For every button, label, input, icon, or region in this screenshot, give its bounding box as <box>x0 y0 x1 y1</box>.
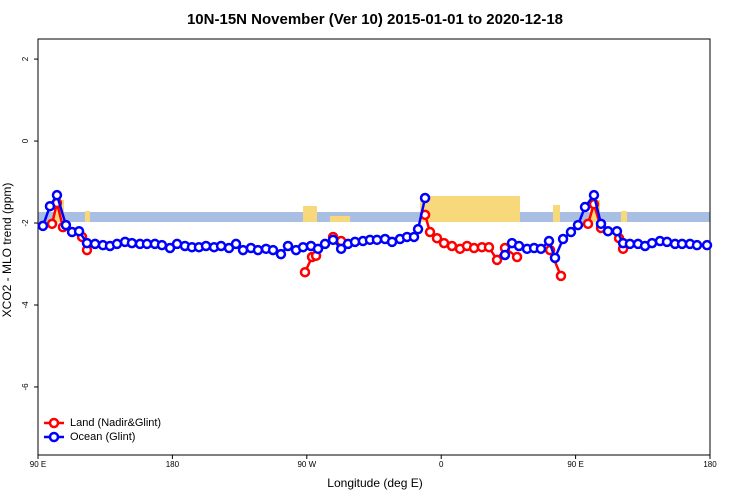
legend-marker <box>48 417 60 429</box>
land-band <box>85 211 90 222</box>
point <box>156 239 168 251</box>
point <box>297 241 309 253</box>
point <box>126 237 138 249</box>
point <box>73 225 85 237</box>
chart-title: 10N-15N November (Ver 10) 2015-01-01 to … <box>187 11 563 28</box>
y-tick-label: 2 <box>21 56 30 61</box>
point <box>282 240 294 252</box>
point <box>275 248 287 260</box>
x-tick-label: 90 E <box>30 460 46 469</box>
x-tick-label: 180 <box>166 460 180 469</box>
legend-label: Ocean (Glint) <box>70 431 135 443</box>
y-axis-label: XCO2 - MLO trend (ppm) <box>0 183 14 318</box>
x-axis-label: Longitude (deg E) <box>327 476 422 490</box>
x-tick-label: 90 E <box>567 460 583 469</box>
y-tick-label: -4 <box>21 301 30 309</box>
point <box>319 238 331 250</box>
point <box>408 231 420 243</box>
point <box>200 240 212 252</box>
land-band <box>553 205 560 222</box>
y-tick-label: -2 <box>21 219 30 227</box>
point <box>701 239 713 251</box>
point <box>513 240 525 252</box>
point <box>419 192 431 204</box>
point <box>412 223 424 235</box>
point <box>431 232 443 244</box>
point <box>582 218 594 230</box>
land-band <box>330 216 350 222</box>
y-tick-label: -6 <box>21 383 30 391</box>
point <box>691 239 703 251</box>
point <box>89 238 101 250</box>
point <box>602 225 614 237</box>
point <box>51 189 63 201</box>
point <box>549 252 561 264</box>
point <box>37 220 49 232</box>
point <box>543 235 555 247</box>
point <box>111 238 123 250</box>
point <box>555 270 567 282</box>
y-tick-label: 0 <box>21 138 30 143</box>
point <box>491 254 503 266</box>
legend-label: Land (Nadir&Glint) <box>70 417 161 429</box>
point <box>535 243 547 255</box>
point <box>60 219 72 231</box>
point <box>327 234 339 246</box>
point <box>499 249 511 261</box>
land-band <box>621 211 627 222</box>
point <box>511 251 523 263</box>
point <box>565 226 577 238</box>
point <box>483 241 495 253</box>
point <box>611 225 623 237</box>
surface-strip <box>38 196 710 222</box>
point <box>44 200 56 212</box>
point <box>424 226 436 238</box>
point <box>267 244 279 256</box>
legend-marker <box>48 431 60 443</box>
point <box>595 218 607 230</box>
point <box>312 243 324 255</box>
point <box>624 238 636 250</box>
point <box>335 243 347 255</box>
point <box>579 201 591 213</box>
x-tick-label: 90 W <box>297 460 316 469</box>
land-band <box>420 196 520 222</box>
point <box>46 218 58 230</box>
point <box>299 266 311 278</box>
point <box>371 234 383 246</box>
x-tick-label: 180 <box>703 460 717 469</box>
point <box>572 219 584 231</box>
point <box>252 244 264 256</box>
point <box>557 233 569 245</box>
point <box>230 238 242 250</box>
point <box>588 189 600 201</box>
point <box>81 237 93 249</box>
point <box>661 236 673 248</box>
x-tick-label: 0 <box>439 460 444 469</box>
point <box>446 240 458 252</box>
ocean-band <box>38 212 710 222</box>
land-band <box>303 206 317 222</box>
